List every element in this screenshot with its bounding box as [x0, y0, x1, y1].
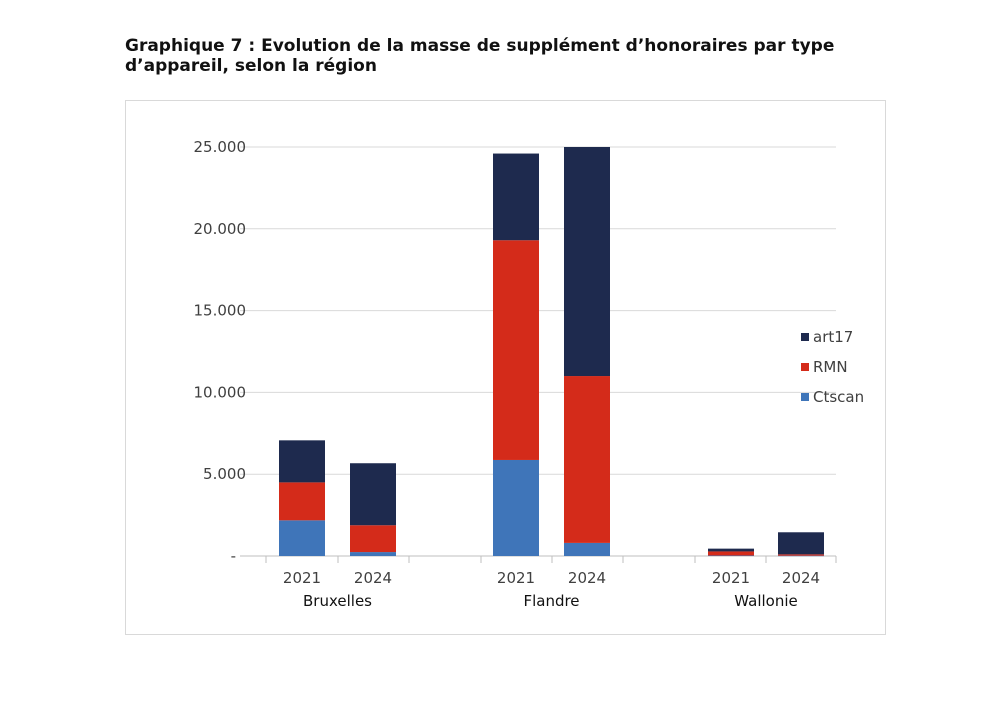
bar-art17-2 [493, 153, 539, 241]
bar-ctscan-3 [564, 542, 610, 556]
bar-rmn-3 [564, 376, 610, 543]
legend-swatch-rmn [801, 363, 809, 371]
y-tick-label: - [231, 547, 236, 565]
x-tick-label: 2024 [782, 569, 820, 587]
x-tick-label: 2021 [283, 569, 321, 587]
bar-ctscan-5 [778, 555, 824, 557]
bar-ctscan-0 [279, 520, 325, 556]
chart-frame [125, 100, 886, 635]
x-tick-label: 2024 [354, 569, 392, 587]
bar-rmn-5 [778, 554, 824, 556]
x-tick-label: 2021 [497, 569, 535, 587]
bar-art17-4 [708, 548, 754, 552]
group-label: Bruxelles [303, 592, 372, 610]
y-tick-label: 5.000 [203, 465, 246, 483]
bar-art17-0 [279, 440, 325, 483]
bar-ctscan-1 [350, 552, 396, 556]
y-tick-label: 15.000 [194, 302, 247, 320]
x-tick-label: 2024 [568, 569, 606, 587]
bar-ctscan-2 [493, 459, 539, 556]
legend-label: art17 [813, 328, 853, 346]
y-tick-label: 20.000 [194, 220, 247, 238]
bar-ctscan-4 [708, 555, 754, 557]
y-tick-label: 25.000 [194, 138, 247, 156]
bar-rmn-1 [350, 525, 396, 553]
legend-swatch-art17 [801, 333, 809, 341]
x-tick-label: 2021 [712, 569, 750, 587]
legend-swatch-ctscan [801, 393, 809, 401]
bar-art17-1 [350, 463, 396, 526]
bar-art17-3 [564, 147, 610, 377]
bar-rmn-0 [279, 482, 325, 521]
chart-title: Graphique 7 : Evolution de la masse de s… [125, 36, 835, 76]
legend-label: Ctscan [813, 388, 864, 406]
legend-label: RMN [813, 358, 848, 376]
group-label: Flandre [523, 592, 579, 610]
bar-rmn-4 [708, 551, 754, 556]
group-label: Wallonie [734, 592, 797, 610]
bar-art17-5 [778, 532, 824, 555]
bar-rmn-2 [493, 240, 539, 460]
y-tick-label: 10.000 [194, 383, 247, 401]
